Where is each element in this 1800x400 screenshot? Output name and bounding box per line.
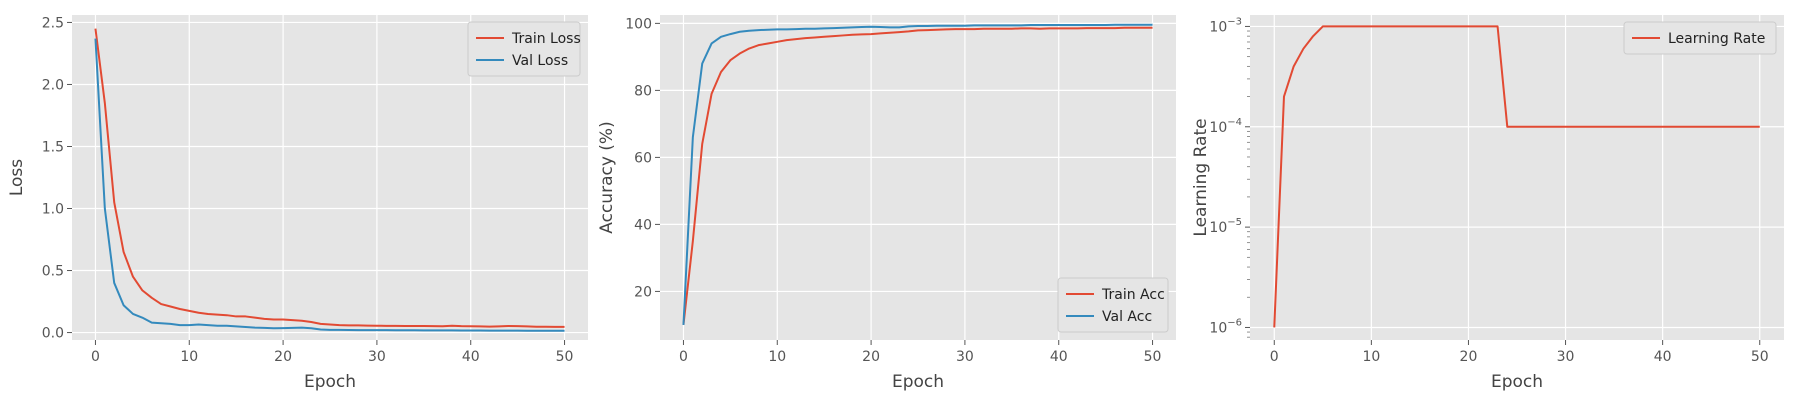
learning-rate-y-tick-label: 10−3 xyxy=(1209,16,1242,35)
loss-x-tick-label: 40 xyxy=(462,349,480,365)
learning-rate-ticks: 0 10 20 30 40 50 10−6 10−5 10−4 10−3 xyxy=(1209,16,1768,365)
accuracy-grid xyxy=(660,15,1176,340)
accuracy-series-line-val-acc xyxy=(682,23,1153,325)
accuracy-legend-box xyxy=(1057,277,1169,333)
accuracy-y-tick-label: 100 xyxy=(625,16,652,32)
loss-legend-label-train: Train Loss xyxy=(511,31,581,47)
learning-rate-y-tick-label: 10−6 xyxy=(1209,317,1242,336)
loss-x-tick-label: 10 xyxy=(180,349,198,365)
loss-y-tick-label: 2.0 xyxy=(42,77,64,93)
accuracy-ticks: 0 10 20 30 40 50 20 40 60 80 100 xyxy=(625,16,1161,365)
loss-y-tick-label: 2.5 xyxy=(42,15,64,31)
accuracy-y-tick-label: 20 xyxy=(634,284,652,300)
loss-y-tick-label: 0.0 xyxy=(42,326,64,342)
accuracy-legend-label-train: Train Acc xyxy=(1101,287,1165,303)
accuracy-x-tick-label: 40 xyxy=(1050,349,1068,365)
accuracy-x-tick-label: 20 xyxy=(862,349,880,365)
loss-legend-label-val: Val Loss xyxy=(512,53,568,69)
accuracy-x-tick-label: 30 xyxy=(956,349,974,365)
accuracy-y-axis-label: Accuracy (%) xyxy=(597,121,617,233)
loss-series xyxy=(94,28,565,332)
learning-rate-plot-area xyxy=(1250,15,1784,340)
accuracy-y-tick-label: 80 xyxy=(634,83,652,99)
loss-x-axis-label: Epoch xyxy=(304,372,356,392)
loss-x-tick-label: 50 xyxy=(556,349,574,365)
loss-series-line-train-loss xyxy=(94,28,565,328)
learning-rate-x-tick-label: 0 xyxy=(1270,349,1279,365)
accuracy-x-axis-label: Epoch xyxy=(892,372,944,392)
learning-rate-legend-box xyxy=(1623,21,1777,55)
learning-rate-legend: Learning Rate xyxy=(1623,21,1777,55)
loss-y-tick-label: 1.0 xyxy=(42,202,64,218)
learning-rate-x-axis-label: Epoch xyxy=(1491,372,1543,392)
loss-ticks: 0 10 20 30 40 50 0.0 0.5 1.0 1.5 2.0 2.5 xyxy=(42,15,574,365)
learning-rate-y-tick-label: 10−4 xyxy=(1209,117,1242,136)
learning-rate-x-tick-label: 40 xyxy=(1654,349,1672,365)
loss-x-tick-label: 20 xyxy=(274,349,292,365)
learning-rate-x-tick-label: 50 xyxy=(1751,349,1769,365)
loss-x-tick-label: 30 xyxy=(368,349,386,365)
accuracy-y-tick-label: 40 xyxy=(634,217,652,233)
learning-rate-panel: 0 10 20 30 40 50 10−6 10−5 10−4 10−3 Epoch Learni… xyxy=(1191,15,1784,392)
loss-series-line-val-loss xyxy=(94,38,565,332)
accuracy-series-line-train-acc xyxy=(682,26,1153,326)
accuracy-x-tick-label: 50 xyxy=(1144,349,1162,365)
learning-rate-x-tick-label: 20 xyxy=(1460,349,1478,365)
learning-rate-y-tick-label: 10−5 xyxy=(1209,217,1242,236)
loss-x-tick-label: 0 xyxy=(91,349,100,365)
learning-rate-x-tick-label: 10 xyxy=(1362,349,1380,365)
learning-rate-series-line-learning-rate xyxy=(1273,25,1760,328)
learning-rate-y-axis-label: Learning Rate xyxy=(1191,118,1211,236)
learning-rate-legend-label: Learning Rate xyxy=(1668,31,1765,47)
loss-y-tick-label: 0.5 xyxy=(42,264,64,280)
accuracy-x-tick-label: 0 xyxy=(679,349,688,365)
learning-rate-x-tick-label: 30 xyxy=(1557,349,1575,365)
accuracy-x-tick-label: 10 xyxy=(768,349,786,365)
loss-y-axis-label: Loss xyxy=(7,159,27,196)
loss-legend-box xyxy=(467,21,581,77)
learning-rate-series xyxy=(1273,25,1760,328)
loss-y-tick-label: 1.5 xyxy=(42,139,64,155)
loss-panel: 0 10 20 30 40 50 0.0 0.5 1.0 1.5 2.0 2.5 Epoch Loss… xyxy=(7,15,588,392)
accuracy-panel: 0 10 20 30 40 50 20 40 60 80 100 Epoch Accuracy (%… xyxy=(597,15,1176,392)
accuracy-y-tick-label: 60 xyxy=(634,150,652,166)
accuracy-legend: Train Acc Val Acc xyxy=(1057,277,1169,333)
loss-legend: Train Loss Val Loss xyxy=(467,21,581,77)
accuracy-series xyxy=(682,23,1153,326)
accuracy-legend-label-val: Val Acc xyxy=(1102,309,1152,325)
